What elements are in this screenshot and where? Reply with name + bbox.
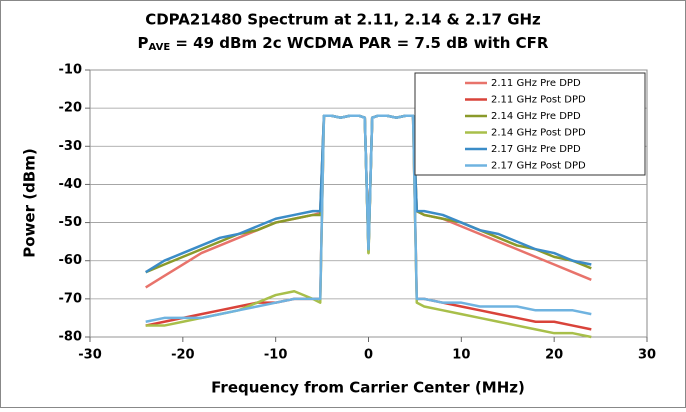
subtitle-subscript: AVE	[149, 42, 171, 53]
legend-box	[414, 72, 646, 176]
y-tick-label: -60	[59, 253, 83, 268]
x-tick-label: -30	[78, 348, 102, 363]
legend-label: 2.17 GHz Pre DPD	[491, 144, 581, 155]
x-tick-label: -10	[264, 348, 288, 363]
y-tick-label: -40	[59, 177, 83, 192]
x-tick-label: 10	[452, 348, 470, 363]
legend-label: 2.17 GHz Post DPD	[491, 161, 586, 172]
y-tick-label: -50	[59, 215, 83, 230]
legend-label: 2.11 GHz Post DPD	[491, 95, 586, 106]
y-tick-label: -10	[59, 63, 83, 78]
y-tick-label: -20	[59, 101, 83, 116]
y-tick-label: -70	[59, 291, 83, 306]
series-line	[145, 114, 592, 339]
series-line	[145, 114, 592, 323]
subtitle-part: P	[138, 34, 149, 52]
x-tick-label: 30	[638, 348, 656, 363]
x-tick-label: -20	[171, 348, 195, 363]
x-axis-label: Frequency from Carrier Center (MHz)	[211, 379, 525, 397]
y-axis-label: Power (dBm)	[21, 148, 39, 257]
x-tick-label: 0	[364, 348, 373, 363]
y-tick-label: -30	[59, 139, 83, 154]
x-tick-label: 20	[545, 348, 563, 363]
legend-label: 2.14 GHz Pre DPD	[491, 111, 581, 122]
chart-title: CDPA21480 Spectrum at 2.11, 2.14 & 2.17 …	[145, 11, 541, 29]
chart-subtitle: PAVE = 49 dBm 2c WCDMA PAR = 7.5 dB with…	[138, 34, 549, 54]
legend-label: 2.14 GHz Post DPD	[491, 128, 586, 139]
legend-label: 2.11 GHz Pre DPD	[491, 78, 581, 89]
y-tick-label: -80	[59, 330, 83, 345]
subtitle-part: = 49 dBm 2c WCDMA PAR = 7.5 dB with CFR	[170, 34, 549, 52]
